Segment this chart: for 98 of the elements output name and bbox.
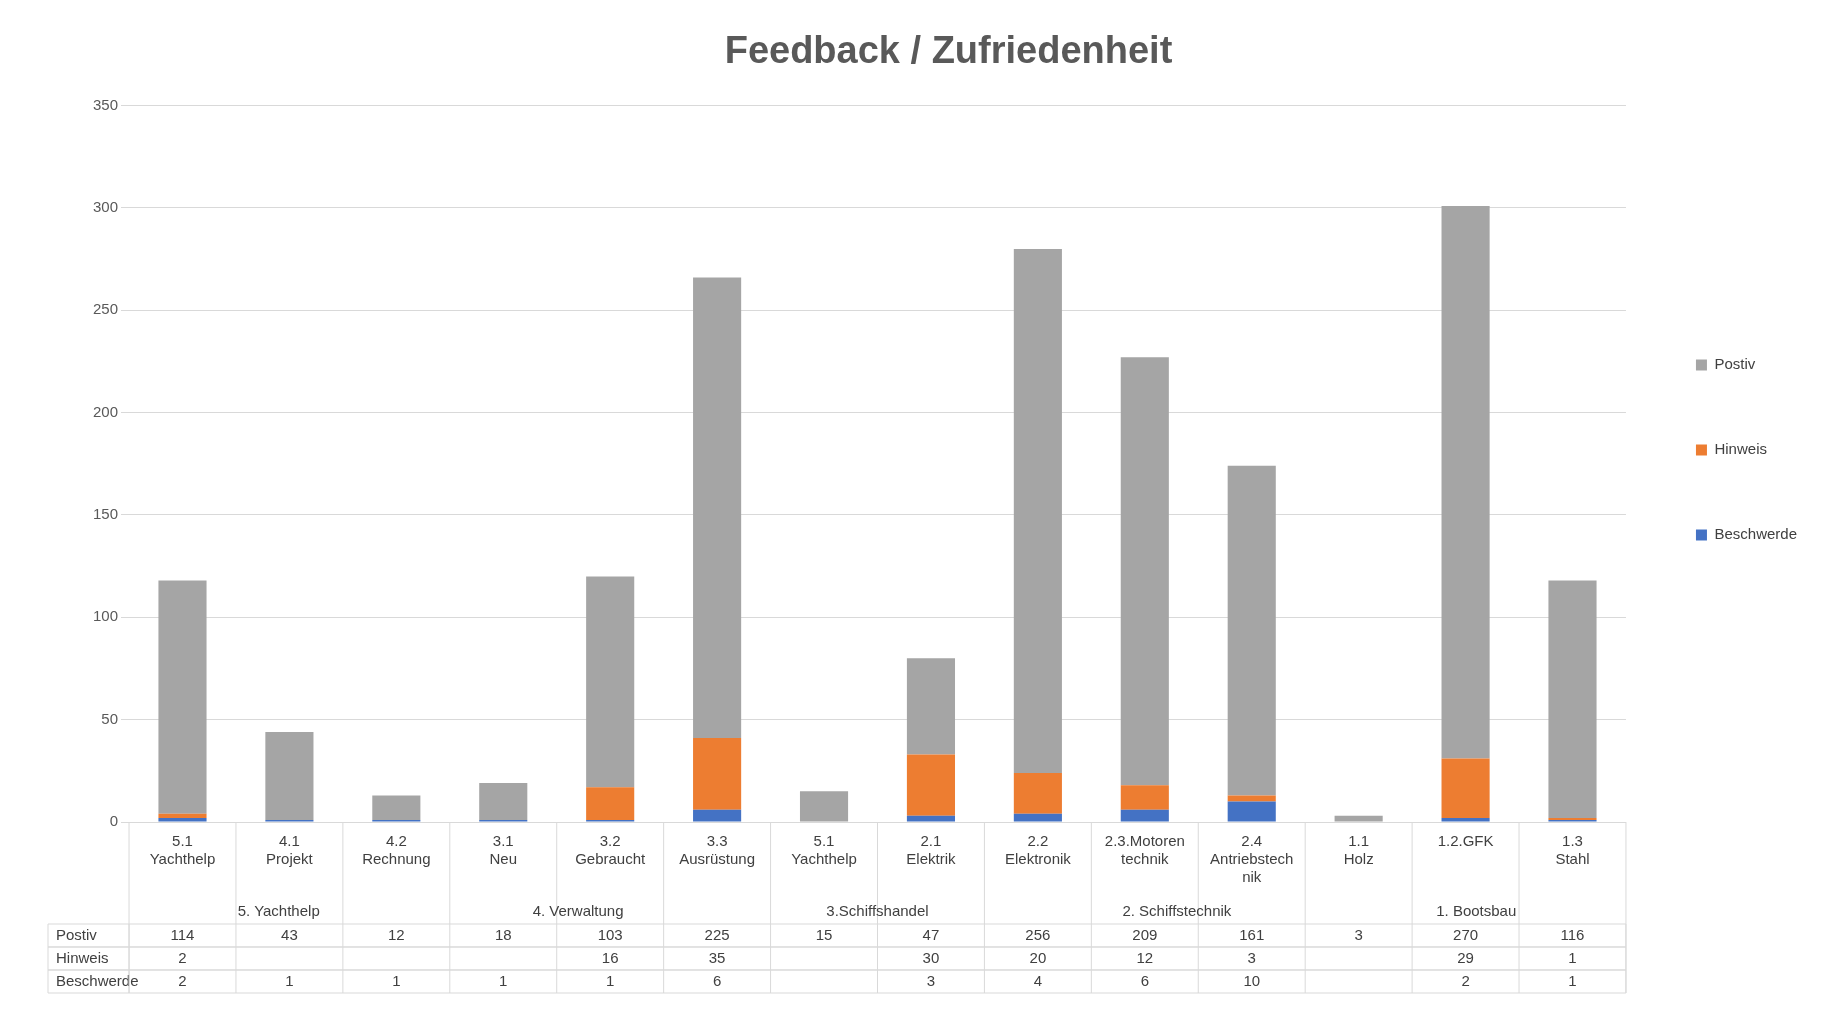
- data-label: 30: [922, 948, 940, 966]
- data-label: 3: [1247, 948, 1256, 966]
- data-label: 29: [1457, 948, 1474, 966]
- x-tick-label: 5.1 Yachthelp: [791, 832, 857, 868]
- data-label: 103: [597, 925, 623, 943]
- data-label: 1: [285, 971, 294, 989]
- bar: [372, 795, 421, 820]
- data-label: 6: [1140, 971, 1149, 989]
- data-label: 4: [1033, 971, 1043, 989]
- data-label: 1: [1568, 948, 1577, 966]
- x-tick-label: 2.4 Antriebstech nik: [1210, 832, 1294, 886]
- bar: [1334, 815, 1383, 822]
- bar: [586, 576, 635, 788]
- x-tick-label: 4.2 Rechnung: [362, 832, 431, 868]
- x-tick-label: 5.1 Yachthelp: [149, 832, 216, 868]
- y-tick-label: 350: [93, 95, 119, 113]
- bar: [799, 791, 849, 822]
- bar: [1120, 785, 1169, 810]
- bar: [1441, 758, 1490, 818]
- text: Hinweis: [56, 948, 109, 966]
- data-label: 116: [1560, 925, 1585, 943]
- bar: [906, 658, 956, 755]
- text: 4. Verwaltung: [532, 902, 624, 920]
- y-tick-label: 150: [93, 505, 119, 523]
- bar: [265, 731, 314, 820]
- data-label: 256: [1025, 925, 1051, 943]
- bar: [1441, 205, 1490, 759]
- data-label: 3: [1354, 925, 1363, 943]
- text: 1. Bootsbau: [1436, 902, 1517, 920]
- bar: [693, 738, 742, 810]
- data-label: 2: [1461, 971, 1470, 989]
- bar: [693, 809, 742, 822]
- data-label: 20: [1029, 948, 1047, 966]
- y-tick-label: 300: [93, 198, 119, 216]
- bar: [1227, 801, 1276, 822]
- y-tick-label: 250: [93, 300, 119, 318]
- x-tick-label: 2.2 Elektronik: [1004, 832, 1072, 868]
- bar: [1013, 813, 1062, 822]
- text: Postiv: [56, 925, 97, 943]
- x-tick-label: 1.2.GFK: [1437, 832, 1494, 850]
- data-label: 1: [606, 971, 615, 989]
- data-label: 2: [178, 971, 187, 989]
- bar: [1548, 580, 1597, 818]
- legend-label: Postiv: [1714, 355, 1756, 373]
- x-tick-label: 3.2 Gebraucht: [575, 832, 647, 868]
- text: Beschwerde: [56, 971, 139, 989]
- bar: [693, 277, 742, 739]
- bar: [906, 815, 956, 822]
- text: 5. Yachthelp: [237, 902, 320, 920]
- bar: [586, 787, 635, 820]
- data-label: 43: [281, 925, 298, 943]
- x-tick-label: 3.1 Neu: [489, 832, 518, 868]
- x-tick-label: 2.1 Elektrik: [906, 832, 957, 868]
- x-tick-label: 3.3 Ausrüstung: [679, 832, 756, 868]
- data-label: 225: [704, 925, 730, 943]
- bar: [158, 580, 207, 814]
- data-label: 18: [494, 925, 512, 943]
- bar: [1227, 795, 1276, 802]
- x-tick-label: 2.3.Motoren technik: [1104, 832, 1185, 868]
- y-tick-label: 0: [109, 812, 119, 830]
- y-tick-label: 200: [93, 402, 119, 420]
- bar: [1120, 809, 1169, 822]
- data-label: 12: [387, 925, 405, 943]
- legend-label: Beschwerde: [1714, 525, 1797, 543]
- bar: [1227, 465, 1276, 796]
- data-label: 161: [1239, 925, 1265, 943]
- data-label: 6: [712, 971, 722, 989]
- bar: [1441, 817, 1490, 822]
- data-label: 114: [170, 925, 195, 943]
- bar: [158, 813, 207, 818]
- data-label: 12: [1136, 948, 1154, 966]
- data-label: 1: [1568, 971, 1577, 989]
- data-label: 209: [1132, 925, 1158, 943]
- y-tick-label: 100: [93, 607, 119, 625]
- data-label: 2: [178, 948, 187, 966]
- text: 2. Schiffstechnik: [1122, 902, 1232, 920]
- data-label: 10: [1243, 971, 1261, 989]
- text: 3.Schiffshandel: [826, 902, 929, 920]
- chart-title: Feedback / Zufriedenheit: [724, 29, 1173, 72]
- bar: [906, 754, 956, 816]
- bar: [1120, 357, 1169, 786]
- data-label: 15: [815, 925, 833, 943]
- data-label: 1: [392, 971, 401, 989]
- bar: [1013, 248, 1062, 773]
- legend-label: Hinweis: [1714, 440, 1767, 458]
- data-label: 35: [708, 948, 726, 966]
- y-tick-label: 50: [101, 709, 119, 727]
- x-tick-label: 1.1 Holz: [1343, 832, 1374, 868]
- bar: [479, 783, 528, 820]
- data-label: 270: [1453, 925, 1479, 943]
- data-label: 47: [922, 925, 940, 943]
- bar: [1013, 772, 1062, 814]
- data-label: 1: [499, 971, 508, 989]
- x-tick-label: 1.3 Stahl: [1555, 832, 1590, 868]
- data-label: 3: [926, 971, 936, 989]
- bar: [158, 817, 207, 822]
- x-tick-label: 4.1 Projekt: [266, 832, 314, 868]
- data-label: 16: [601, 948, 619, 966]
